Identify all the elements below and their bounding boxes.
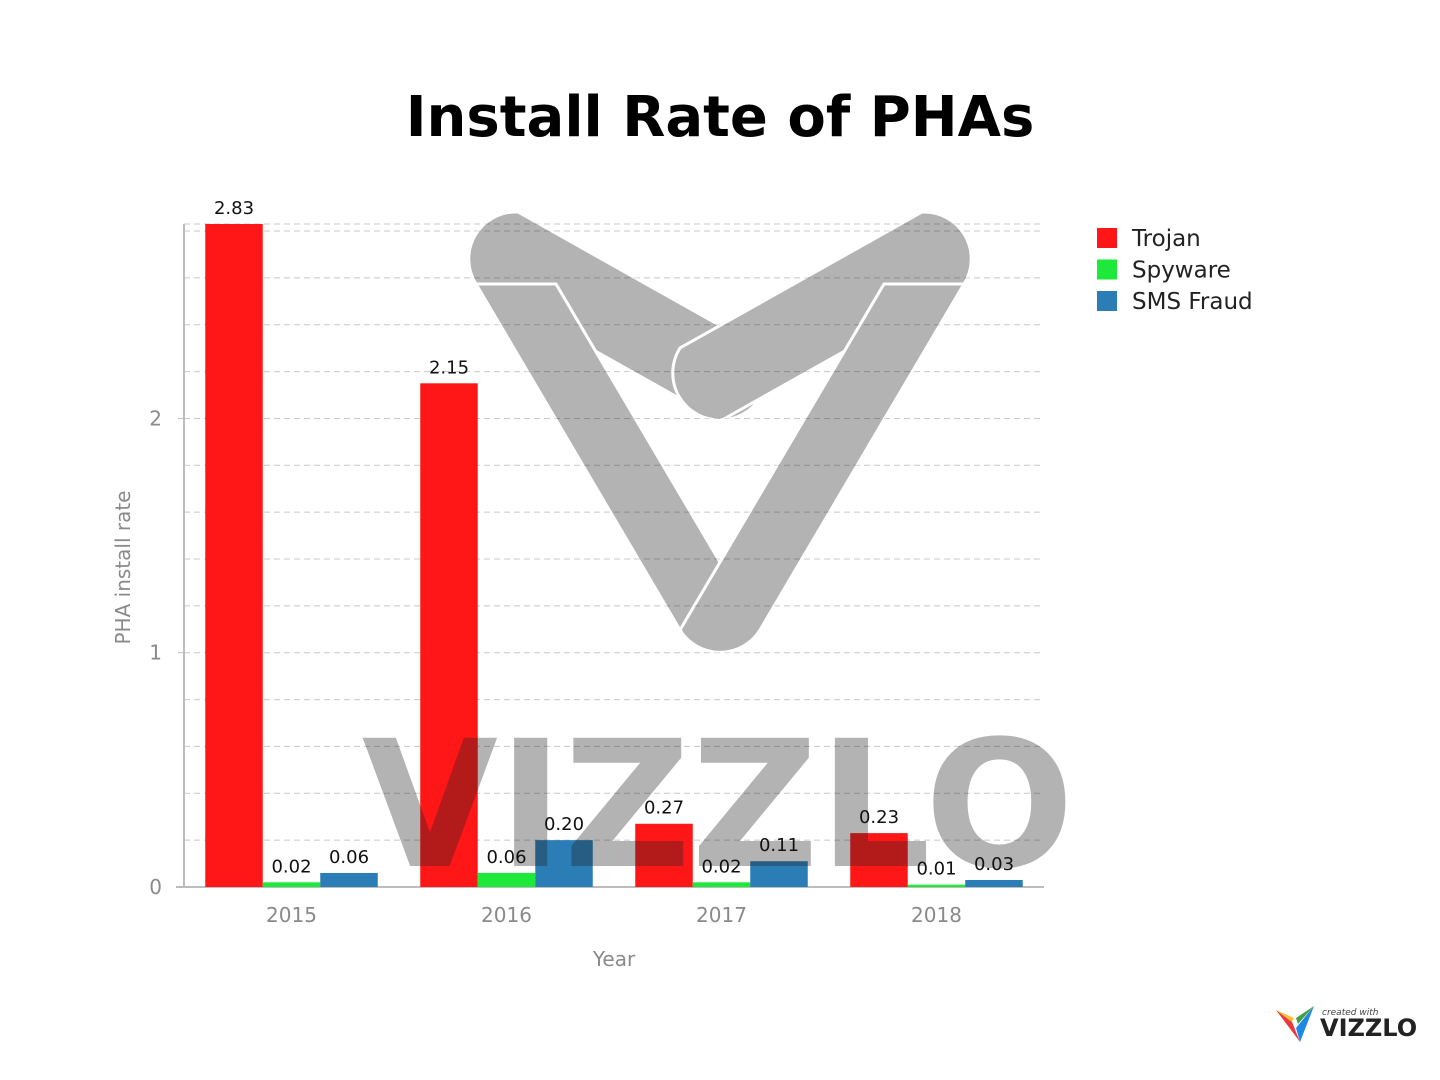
vizzlo-logo-icon [1276,1006,1314,1042]
data-label: 0.02 [271,856,311,877]
vizzlo-logo-icon [467,210,973,654]
data-label: 0.23 [859,807,899,828]
credit-small-text: created with [1322,1008,1379,1018]
bar-sms-fraud [535,840,593,887]
watermark-text: VIZZLO [362,703,1074,908]
data-label: 2.83 [214,198,254,219]
bar-trojan [635,823,693,887]
y-tick-label: 0 [149,875,162,899]
chart-title: Install Rate of PHAs [406,85,1035,150]
data-label: 0.01 [916,859,956,880]
credit: created with VIZZLO [1276,1006,1417,1042]
bar-spyware [477,872,536,887]
y-axis-label: PHA install rate [111,491,135,645]
credit-brand-text: VIZZLO [1320,1014,1417,1042]
legend-swatch [1097,228,1117,248]
data-labels: 2.83 0.02 0.06 2.15 0.06 0.20 0.27 0.02 0.11 0.23… [214,198,1014,880]
data-label: 0.06 [329,847,369,868]
bar-spyware [262,882,321,887]
data-label: 0.11 [759,835,799,856]
legend-swatch [1097,291,1117,311]
bar-spyware [692,882,751,887]
bar-sms-fraud [965,879,1023,887]
gridlines [184,223,1044,841]
x-tick-label: 2016 [481,903,532,927]
bar-trojan [420,383,478,887]
y-tick-label: 2 [149,406,162,430]
data-label: 0.02 [701,856,741,877]
legend-label: Trojan [1131,226,1201,252]
x-tick-label: 2015 [266,903,317,927]
data-label: 2.15 [429,357,469,378]
watermark: VIZZLO [362,210,1074,908]
data-label: 0.03 [974,854,1014,875]
bar-sms-fraud [320,872,378,887]
x-tick-label: 2017 [696,903,747,927]
data-label: 0.06 [486,847,526,868]
x-axis-label: Year [592,947,636,971]
bar-trojan [205,224,263,887]
y-tick-label: 1 [149,641,162,665]
legend-swatch [1097,259,1117,280]
legend-label: Spyware [1132,258,1231,284]
legend-label: SMS Fraud [1132,289,1253,315]
bars [205,224,1023,887]
bar-sms-fraud [750,861,808,887]
legend: Trojan Spyware SMS Fraud [1097,226,1253,315]
bar-trojan [850,833,908,887]
x-tick-label: 2018 [911,903,962,927]
data-label: 0.20 [544,814,584,835]
data-label: 0.27 [644,798,684,819]
bar-spyware [907,884,966,887]
